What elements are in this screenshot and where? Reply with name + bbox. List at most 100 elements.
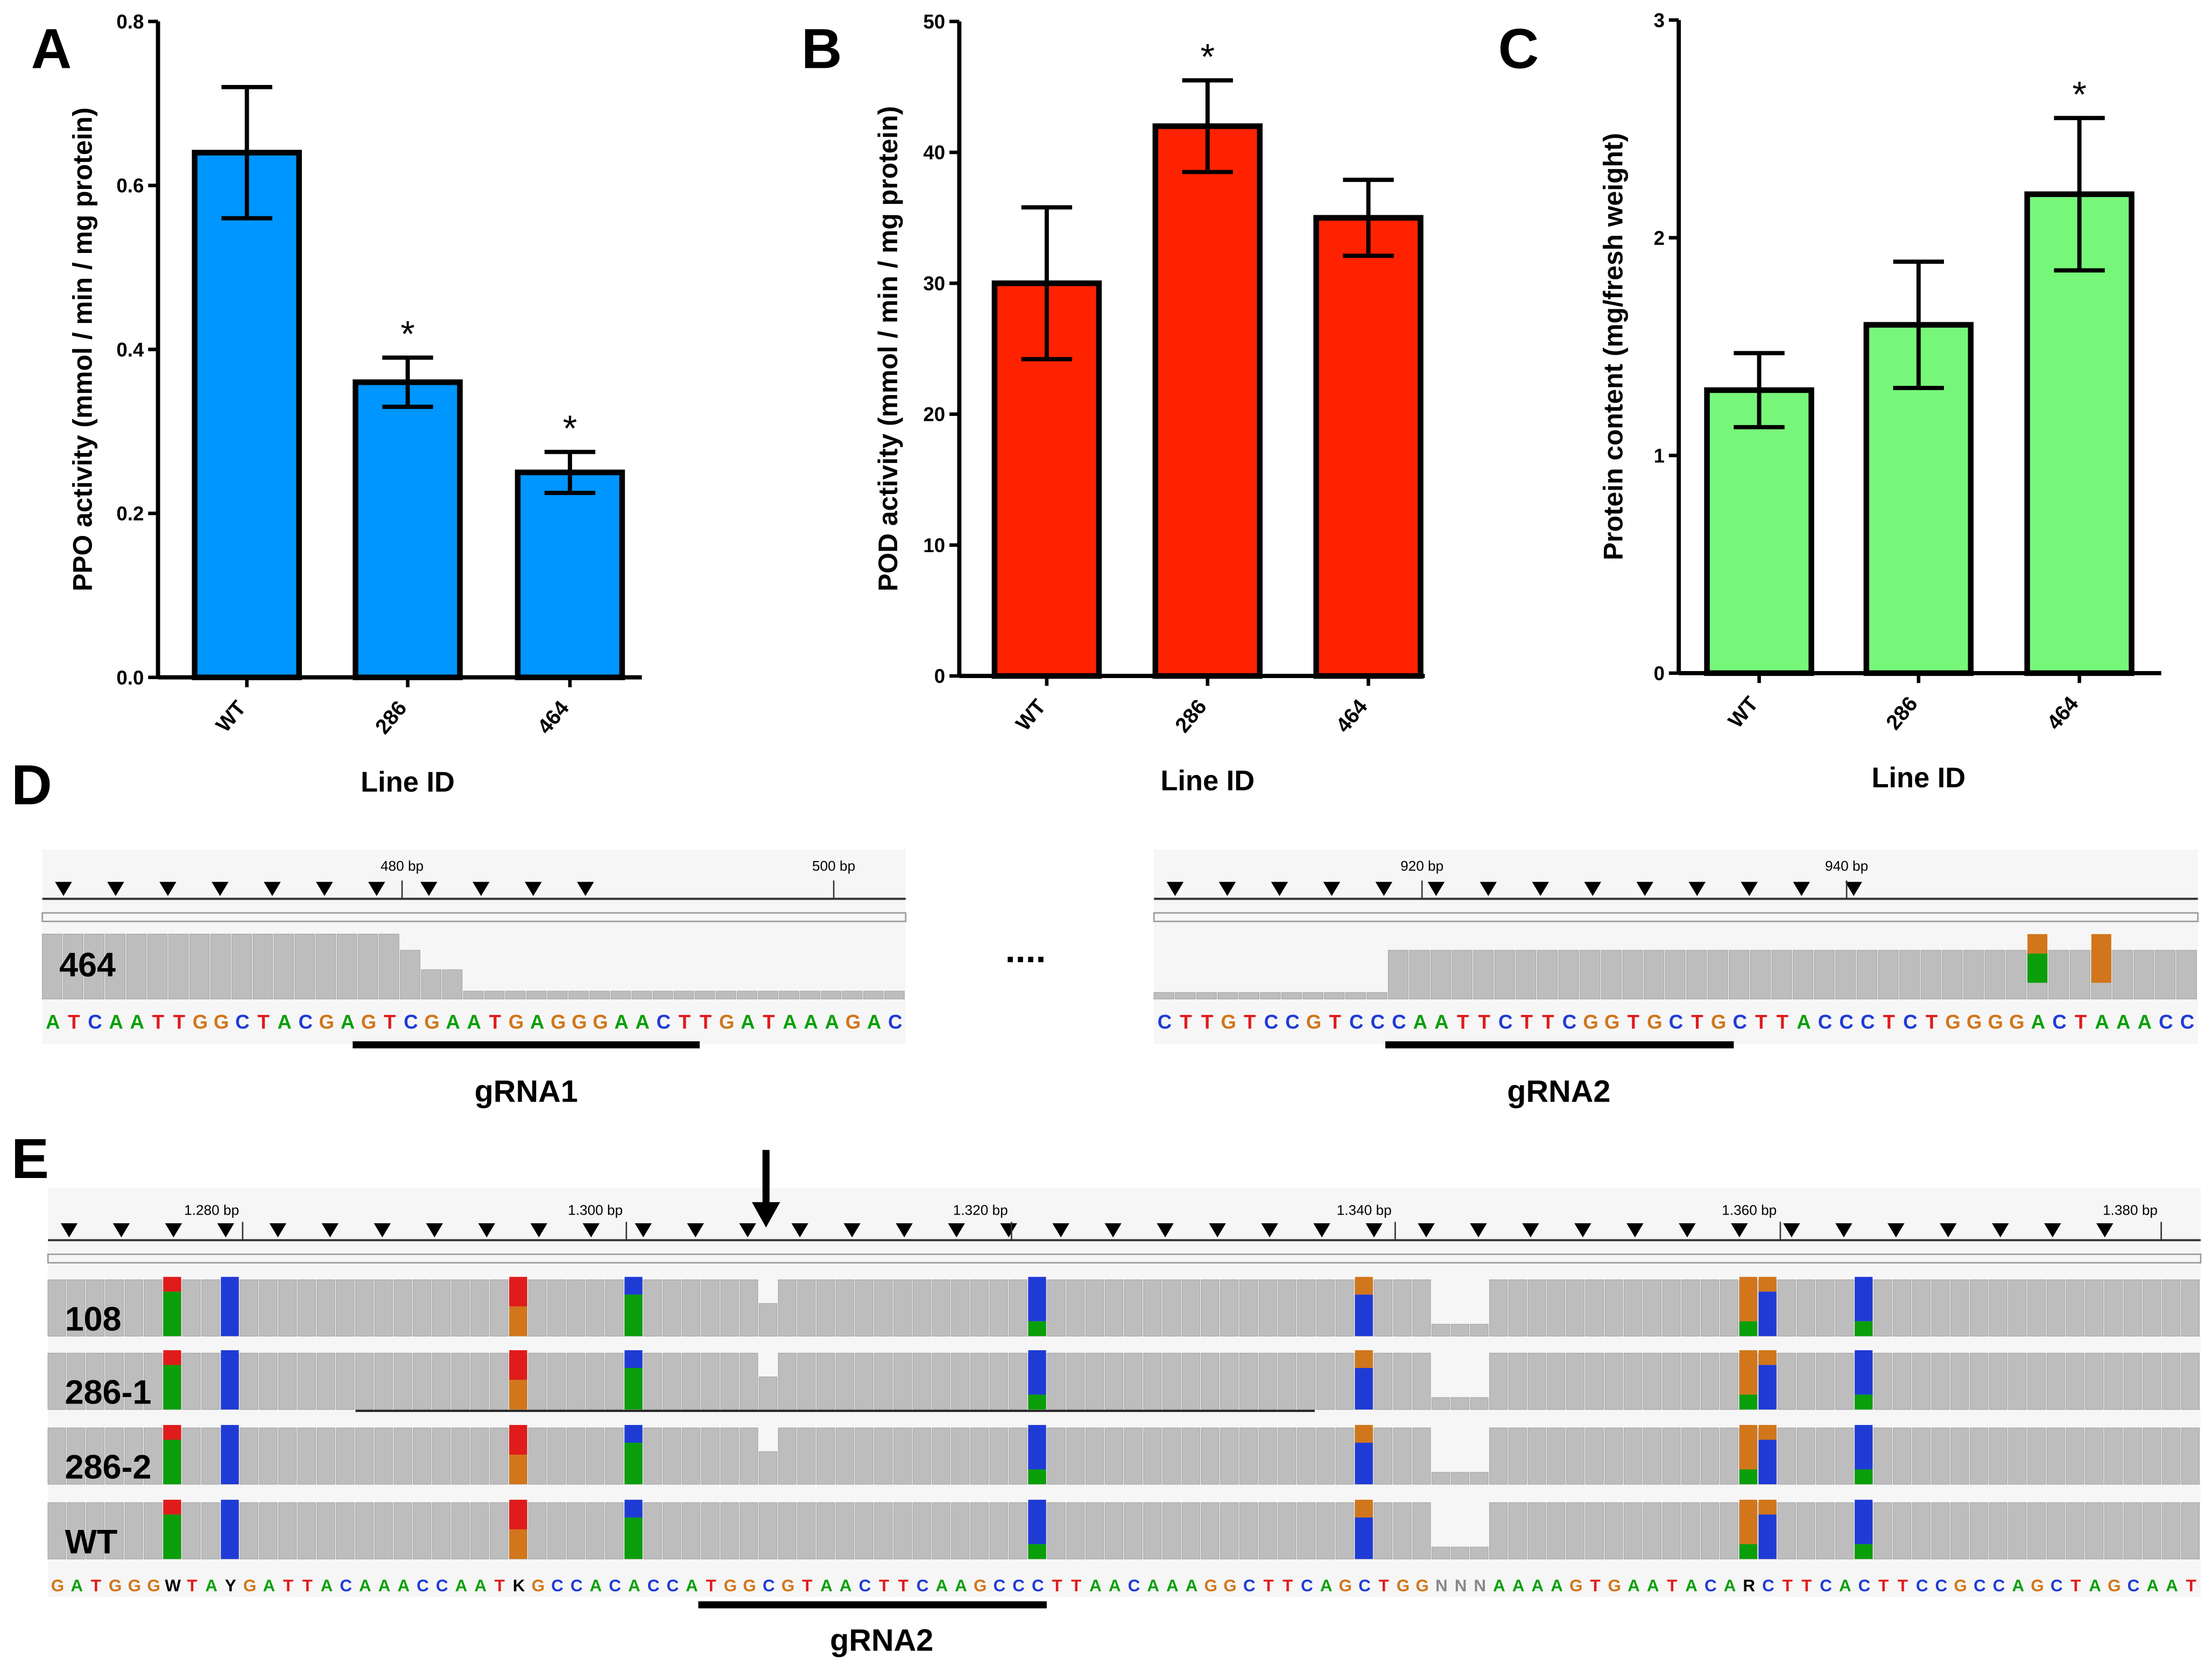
coverage xyxy=(1566,1502,1585,1560)
coverage xyxy=(1681,1279,1700,1337)
coverage xyxy=(1720,1502,1738,1560)
coverage xyxy=(701,1352,720,1410)
coverage xyxy=(1335,1352,1354,1410)
coverage xyxy=(1047,1352,1066,1410)
x-tick-label: WT xyxy=(1011,695,1051,735)
coverage xyxy=(1604,1352,1623,1410)
coverage xyxy=(797,1352,816,1410)
coverage xyxy=(2123,1279,2142,1337)
mismatch xyxy=(509,1529,527,1559)
coverage xyxy=(1239,1502,1258,1560)
marker xyxy=(1835,1223,1852,1238)
coverage xyxy=(1814,950,1835,1000)
coverage xyxy=(566,1352,586,1410)
coverage xyxy=(1797,1427,1815,1485)
coverage xyxy=(912,1279,931,1337)
ruler-label: 1.380 bp xyxy=(2103,1202,2158,1218)
coverage xyxy=(489,1502,509,1560)
y-tick-label: 0.0 xyxy=(116,667,144,689)
marker xyxy=(577,881,594,897)
coverage xyxy=(950,1427,970,1485)
coverage xyxy=(355,1427,374,1485)
coverage xyxy=(1220,1352,1239,1410)
coverage xyxy=(239,1352,259,1410)
coverage xyxy=(278,1502,297,1560)
coverage xyxy=(1720,1352,1738,1410)
coverage xyxy=(816,1279,835,1337)
coverage xyxy=(1585,1352,1604,1410)
coverage xyxy=(663,1502,681,1560)
coverage xyxy=(1470,1397,1489,1410)
coverage xyxy=(432,1352,451,1410)
coverage xyxy=(451,1279,470,1337)
coverage xyxy=(1201,1279,1220,1337)
coverage xyxy=(1316,1279,1335,1337)
mismatch xyxy=(624,1517,643,1559)
coverage xyxy=(568,991,589,1000)
coverage xyxy=(1835,1352,1854,1410)
coverage xyxy=(1066,1352,1085,1410)
mismatch xyxy=(1028,1350,1046,1395)
bar xyxy=(1313,215,1424,679)
coverage xyxy=(1969,1352,1989,1410)
coverage xyxy=(1729,950,1750,1000)
grna-bar xyxy=(698,1601,1047,1608)
marker xyxy=(1218,881,1236,897)
mismatch xyxy=(1739,1394,1757,1410)
coverage xyxy=(1281,992,1302,1000)
marker xyxy=(1626,1223,1644,1238)
coverage xyxy=(1984,950,2005,1000)
coverage xyxy=(1777,1427,1797,1485)
coverage xyxy=(374,1352,393,1410)
mismatch xyxy=(1355,1350,1373,1368)
y-tick-label: 30 xyxy=(923,272,945,294)
coverage xyxy=(631,991,652,1000)
coverage xyxy=(1700,1502,1720,1560)
coverage xyxy=(1750,950,1771,1000)
coverage xyxy=(566,1279,586,1337)
coverage xyxy=(1623,1502,1643,1560)
coverage xyxy=(673,991,694,1000)
coverage xyxy=(1104,1279,1124,1337)
coverage xyxy=(547,1502,566,1560)
coverage xyxy=(1700,1427,1720,1485)
coverage xyxy=(720,1427,739,1485)
coverage xyxy=(1920,950,1941,1000)
coverage xyxy=(821,991,842,1000)
mismatch xyxy=(2091,934,2111,983)
mismatch xyxy=(509,1276,527,1307)
mismatch xyxy=(624,1424,643,1443)
coverage xyxy=(1835,1279,1854,1337)
ruler-label: 1.300 bp xyxy=(568,1202,623,1218)
coverage xyxy=(1373,1502,1393,1560)
coverage xyxy=(1892,1352,1912,1410)
coverage xyxy=(1324,992,1345,1000)
error-bar xyxy=(382,355,433,409)
marker xyxy=(843,1223,861,1238)
coverage xyxy=(336,934,357,1000)
coverage xyxy=(239,1279,259,1337)
error-bar xyxy=(544,449,596,495)
coverage xyxy=(1085,1352,1104,1410)
mismatch xyxy=(163,1499,181,1515)
bar xyxy=(353,379,463,680)
coverage xyxy=(1239,1352,1258,1410)
coverage xyxy=(1622,950,1643,1000)
coverage xyxy=(1931,1502,1950,1560)
coverage xyxy=(739,1279,758,1337)
sample-label: 464 xyxy=(59,946,116,984)
coverage xyxy=(1201,1352,1220,1410)
coverage xyxy=(1238,992,1260,1000)
coverage xyxy=(1681,1352,1700,1410)
coverage xyxy=(357,934,378,1000)
ruler-label: 940 bp xyxy=(1825,858,1868,874)
coverage xyxy=(432,1502,451,1560)
panel-label: D xyxy=(11,754,52,817)
coverage xyxy=(1700,1352,1720,1410)
x-axis-label: Line ID xyxy=(361,767,455,798)
coverage xyxy=(970,1279,989,1337)
coverage xyxy=(1681,1502,1700,1560)
coverage xyxy=(605,1279,624,1337)
coverage xyxy=(855,1279,873,1337)
